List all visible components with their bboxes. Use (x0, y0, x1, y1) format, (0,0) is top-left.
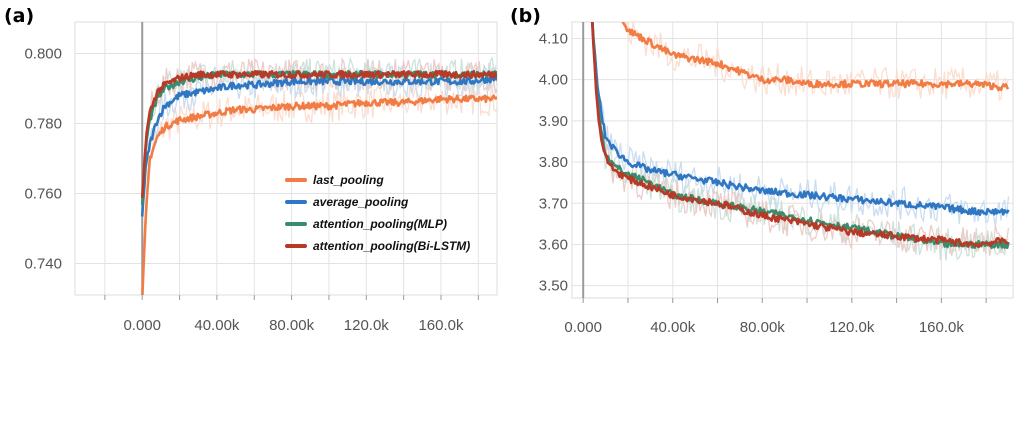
x-tick-label: 80.00k (740, 319, 786, 336)
x-tick-label: 80.00k (269, 317, 315, 334)
y-tick-label: 0.800 (24, 46, 62, 63)
x-tick-label: 160.0k (919, 319, 965, 336)
y-tick-label: 3.90 (539, 113, 568, 130)
y-tick-label: 0.740 (24, 256, 62, 273)
series-line (140, 69, 497, 198)
x-tick-label: 120.0k (829, 319, 875, 336)
legend: last_pooling average_pooling attention_poo… (285, 173, 470, 253)
y-tick-label: 3.80 (539, 154, 568, 171)
x-tick-label: 40.00k (650, 319, 696, 336)
y-tick-label: 4.10 (539, 30, 568, 47)
y-tick-label: 3.70 (539, 195, 568, 212)
legend-label: attention_pooling(MLP) (313, 217, 447, 231)
series-line (141, 94, 497, 295)
legend-label: last_pooling (313, 173, 384, 187)
x-tick-label: 120.0k (344, 317, 390, 334)
series-raw-trace (592, 22, 1010, 227)
panel-label: (a) (4, 5, 34, 27)
panel-label: (b) (510, 5, 541, 27)
chart-panel-a: (a) 0.000 40.00k 80.00k 120.0k 160.0k 0.740 0.7… (4, 5, 498, 334)
y-tick-label: 4.00 (539, 72, 568, 89)
series-group (590, 22, 1010, 261)
legend-label: attention_pooling(Bi-LSTM) (313, 239, 470, 253)
x-tick-label: 160.0k (418, 317, 464, 334)
y-tick-label: 0.780 (24, 116, 62, 133)
series-line (591, 22, 1010, 216)
series-group (140, 56, 497, 295)
y-tick-label: 3.50 (539, 278, 568, 295)
x-tick-label: 0.000 (123, 317, 161, 334)
x-tick-label: 0.000 (564, 319, 602, 336)
series-line (590, 22, 1010, 249)
y-tick-label: 3.60 (539, 236, 568, 253)
series-line (621, 22, 1010, 92)
y-tick-label: 0.760 (24, 186, 62, 203)
legend-label: average_pooling (313, 195, 409, 209)
chart-panel-b: (b) 0.000 40.00k 80.00k 120.0k 160.0k 3.50 3.60… (510, 5, 1014, 336)
x-tick-label: 40.00k (194, 317, 240, 334)
series-raw-trace (591, 28, 1010, 256)
series-line (140, 75, 497, 217)
